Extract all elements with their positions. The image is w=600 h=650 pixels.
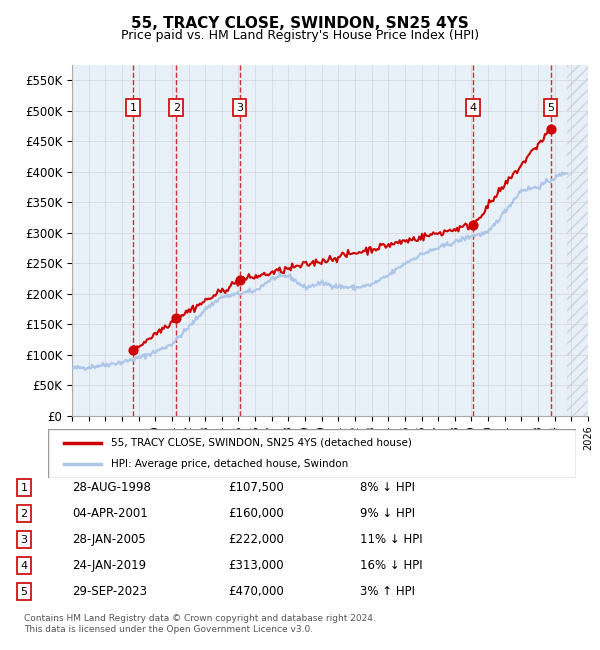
Text: 5: 5 [547,103,554,112]
Text: 55, TRACY CLOSE, SWINDON, SN25 4YS (detached house): 55, TRACY CLOSE, SWINDON, SN25 4YS (deta… [112,437,412,448]
FancyBboxPatch shape [48,429,576,478]
Text: 24-JAN-2019: 24-JAN-2019 [72,559,146,572]
Point [128,345,138,356]
Text: 2: 2 [20,509,28,519]
Text: 1: 1 [130,103,136,112]
Text: 4: 4 [469,103,476,112]
Text: 29-SEP-2023: 29-SEP-2023 [72,585,147,598]
Text: 9% ↓ HPI: 9% ↓ HPI [360,507,415,520]
Point [468,220,478,230]
Text: 55, TRACY CLOSE, SWINDON, SN25 4YS: 55, TRACY CLOSE, SWINDON, SN25 4YS [131,16,469,31]
Text: HPI: Average price, detached house, Swindon: HPI: Average price, detached house, Swin… [112,459,349,469]
Text: Price paid vs. HM Land Registry's House Price Index (HPI): Price paid vs. HM Land Registry's House … [121,29,479,42]
Text: 8% ↓ HPI: 8% ↓ HPI [360,481,415,495]
Text: 28-JAN-2005: 28-JAN-2005 [72,533,146,546]
Text: £222,000: £222,000 [228,533,284,546]
Text: 3: 3 [236,103,243,112]
Text: 3: 3 [20,535,28,545]
Text: £107,500: £107,500 [228,481,284,495]
Text: 2: 2 [173,103,180,112]
Text: 4: 4 [20,561,28,571]
Bar [567,65,588,416]
Text: 16% ↓ HPI: 16% ↓ HPI [360,559,422,572]
Text: £470,000: £470,000 [228,585,284,598]
Text: 04-APR-2001: 04-APR-2001 [72,507,148,520]
Text: 5: 5 [20,586,28,597]
Text: £313,000: £313,000 [228,559,284,572]
Point [172,313,181,324]
Point [235,276,244,286]
Bar [567,65,588,416]
Text: 1: 1 [20,483,28,493]
Text: Contains HM Land Registry data © Crown copyright and database right 2024.
This d: Contains HM Land Registry data © Crown c… [24,614,376,634]
Text: £160,000: £160,000 [228,507,284,520]
Bar [567,65,588,416]
Point [546,124,556,135]
Text: 11% ↓ HPI: 11% ↓ HPI [360,533,422,546]
Text: 3% ↑ HPI: 3% ↑ HPI [360,585,415,598]
Text: 28-AUG-1998: 28-AUG-1998 [72,481,151,495]
